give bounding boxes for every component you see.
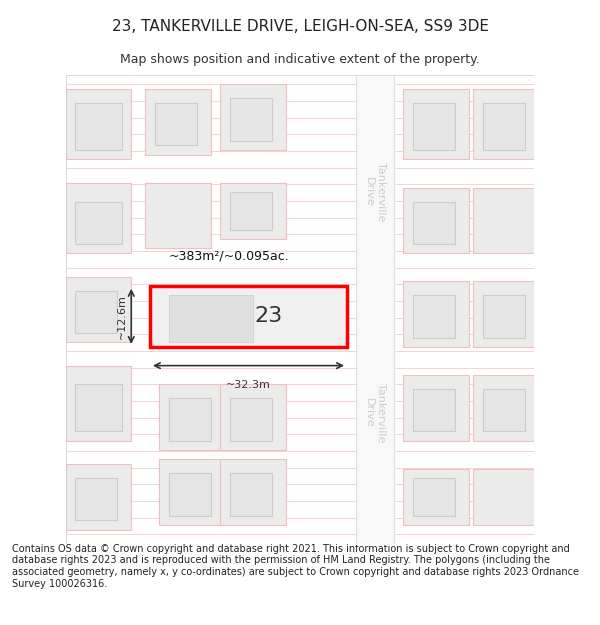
Bar [483,389,525,431]
Bar [413,295,455,338]
Text: Contains OS data © Crown copyright and database right 2021. This information is : Contains OS data © Crown copyright and d… [12,544,579,589]
Bar [403,89,469,159]
Bar [65,366,131,441]
Bar [230,98,272,141]
Bar [169,295,253,343]
Text: ~383m²/~0.095ac.: ~383m²/~0.095ac. [169,249,290,262]
Bar [473,89,535,159]
Bar [413,103,455,150]
Bar [65,464,131,530]
Bar [75,201,122,244]
Bar [150,286,347,347]
Bar [403,469,469,525]
Bar [473,469,535,525]
Bar [473,281,535,347]
Bar [230,192,272,229]
Bar [230,474,272,516]
Text: 23: 23 [254,306,282,326]
Text: 23, TANKERVILLE DRIVE, LEIGH-ON-SEA, SS9 3DE: 23, TANKERVILLE DRIVE, LEIGH-ON-SEA, SS9… [112,19,488,34]
Bar [75,478,117,520]
Bar [413,201,455,244]
Text: ~32.3m: ~32.3m [226,379,271,390]
Bar [403,375,469,441]
Bar [65,89,131,159]
Bar [220,384,286,450]
Bar [160,459,225,525]
Text: Map shows position and indicative extent of the property.: Map shows position and indicative extent… [120,52,480,66]
Bar [230,399,272,441]
Bar [220,182,286,239]
Bar [65,276,131,342]
Text: Tankerville
Drive: Tankerville Drive [364,382,386,442]
Bar [413,389,455,431]
Bar [403,188,469,253]
Bar [145,182,211,248]
Bar [145,89,211,154]
Bar [483,295,525,338]
Bar [220,84,286,150]
Bar [160,384,225,450]
Bar [75,103,122,150]
Bar [473,188,535,253]
Bar [75,291,117,332]
Text: Tankerville
Drive: Tankerville Drive [364,162,386,222]
Bar [65,182,131,253]
Bar [169,399,211,441]
Bar [155,103,197,145]
Bar [483,103,525,150]
Text: ~12.6m: ~12.6m [116,294,127,339]
Bar [473,375,535,441]
Bar [403,281,469,347]
Bar [169,474,211,516]
Bar [220,459,286,525]
Bar [413,478,455,516]
Bar [75,384,122,431]
